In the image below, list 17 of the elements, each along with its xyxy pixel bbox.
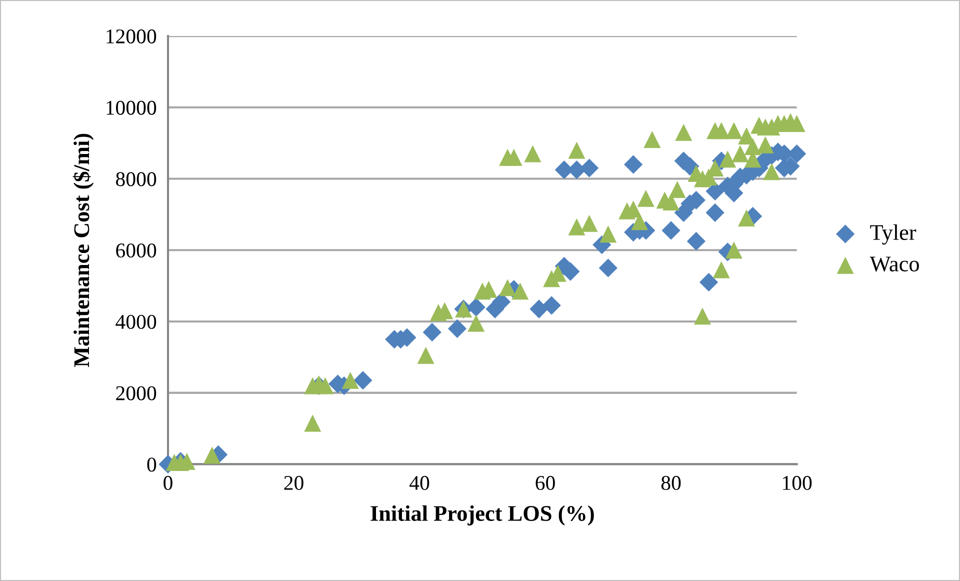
legend-label: Tyler: [870, 224, 916, 245]
legend-label: Waco: [870, 256, 919, 272]
y-axis-title: Maintenance Cost ($/mi): [72, 134, 94, 368]
y-tick-label: 12000: [106, 29, 156, 44]
y-tick-label: 10000: [106, 100, 156, 115]
x-tick-label: 60: [536, 476, 555, 490]
y-tick-label: 6000: [116, 243, 156, 258]
x-tick-label: 100: [783, 476, 812, 490]
x-tick-label: 0: [164, 476, 172, 490]
x-tick-label: 80: [661, 476, 681, 490]
y-tick-label: 8000: [116, 172, 156, 186]
y-tick-label: 2000: [116, 386, 156, 400]
x-tick-label: 40: [410, 476, 430, 490]
y-tick-label: 0: [147, 458, 156, 472]
x-tick-label: 20: [284, 476, 304, 490]
x-axis-title: Initial Project LOS (%): [370, 505, 594, 526]
y-tick-label: 4000: [116, 314, 156, 329]
